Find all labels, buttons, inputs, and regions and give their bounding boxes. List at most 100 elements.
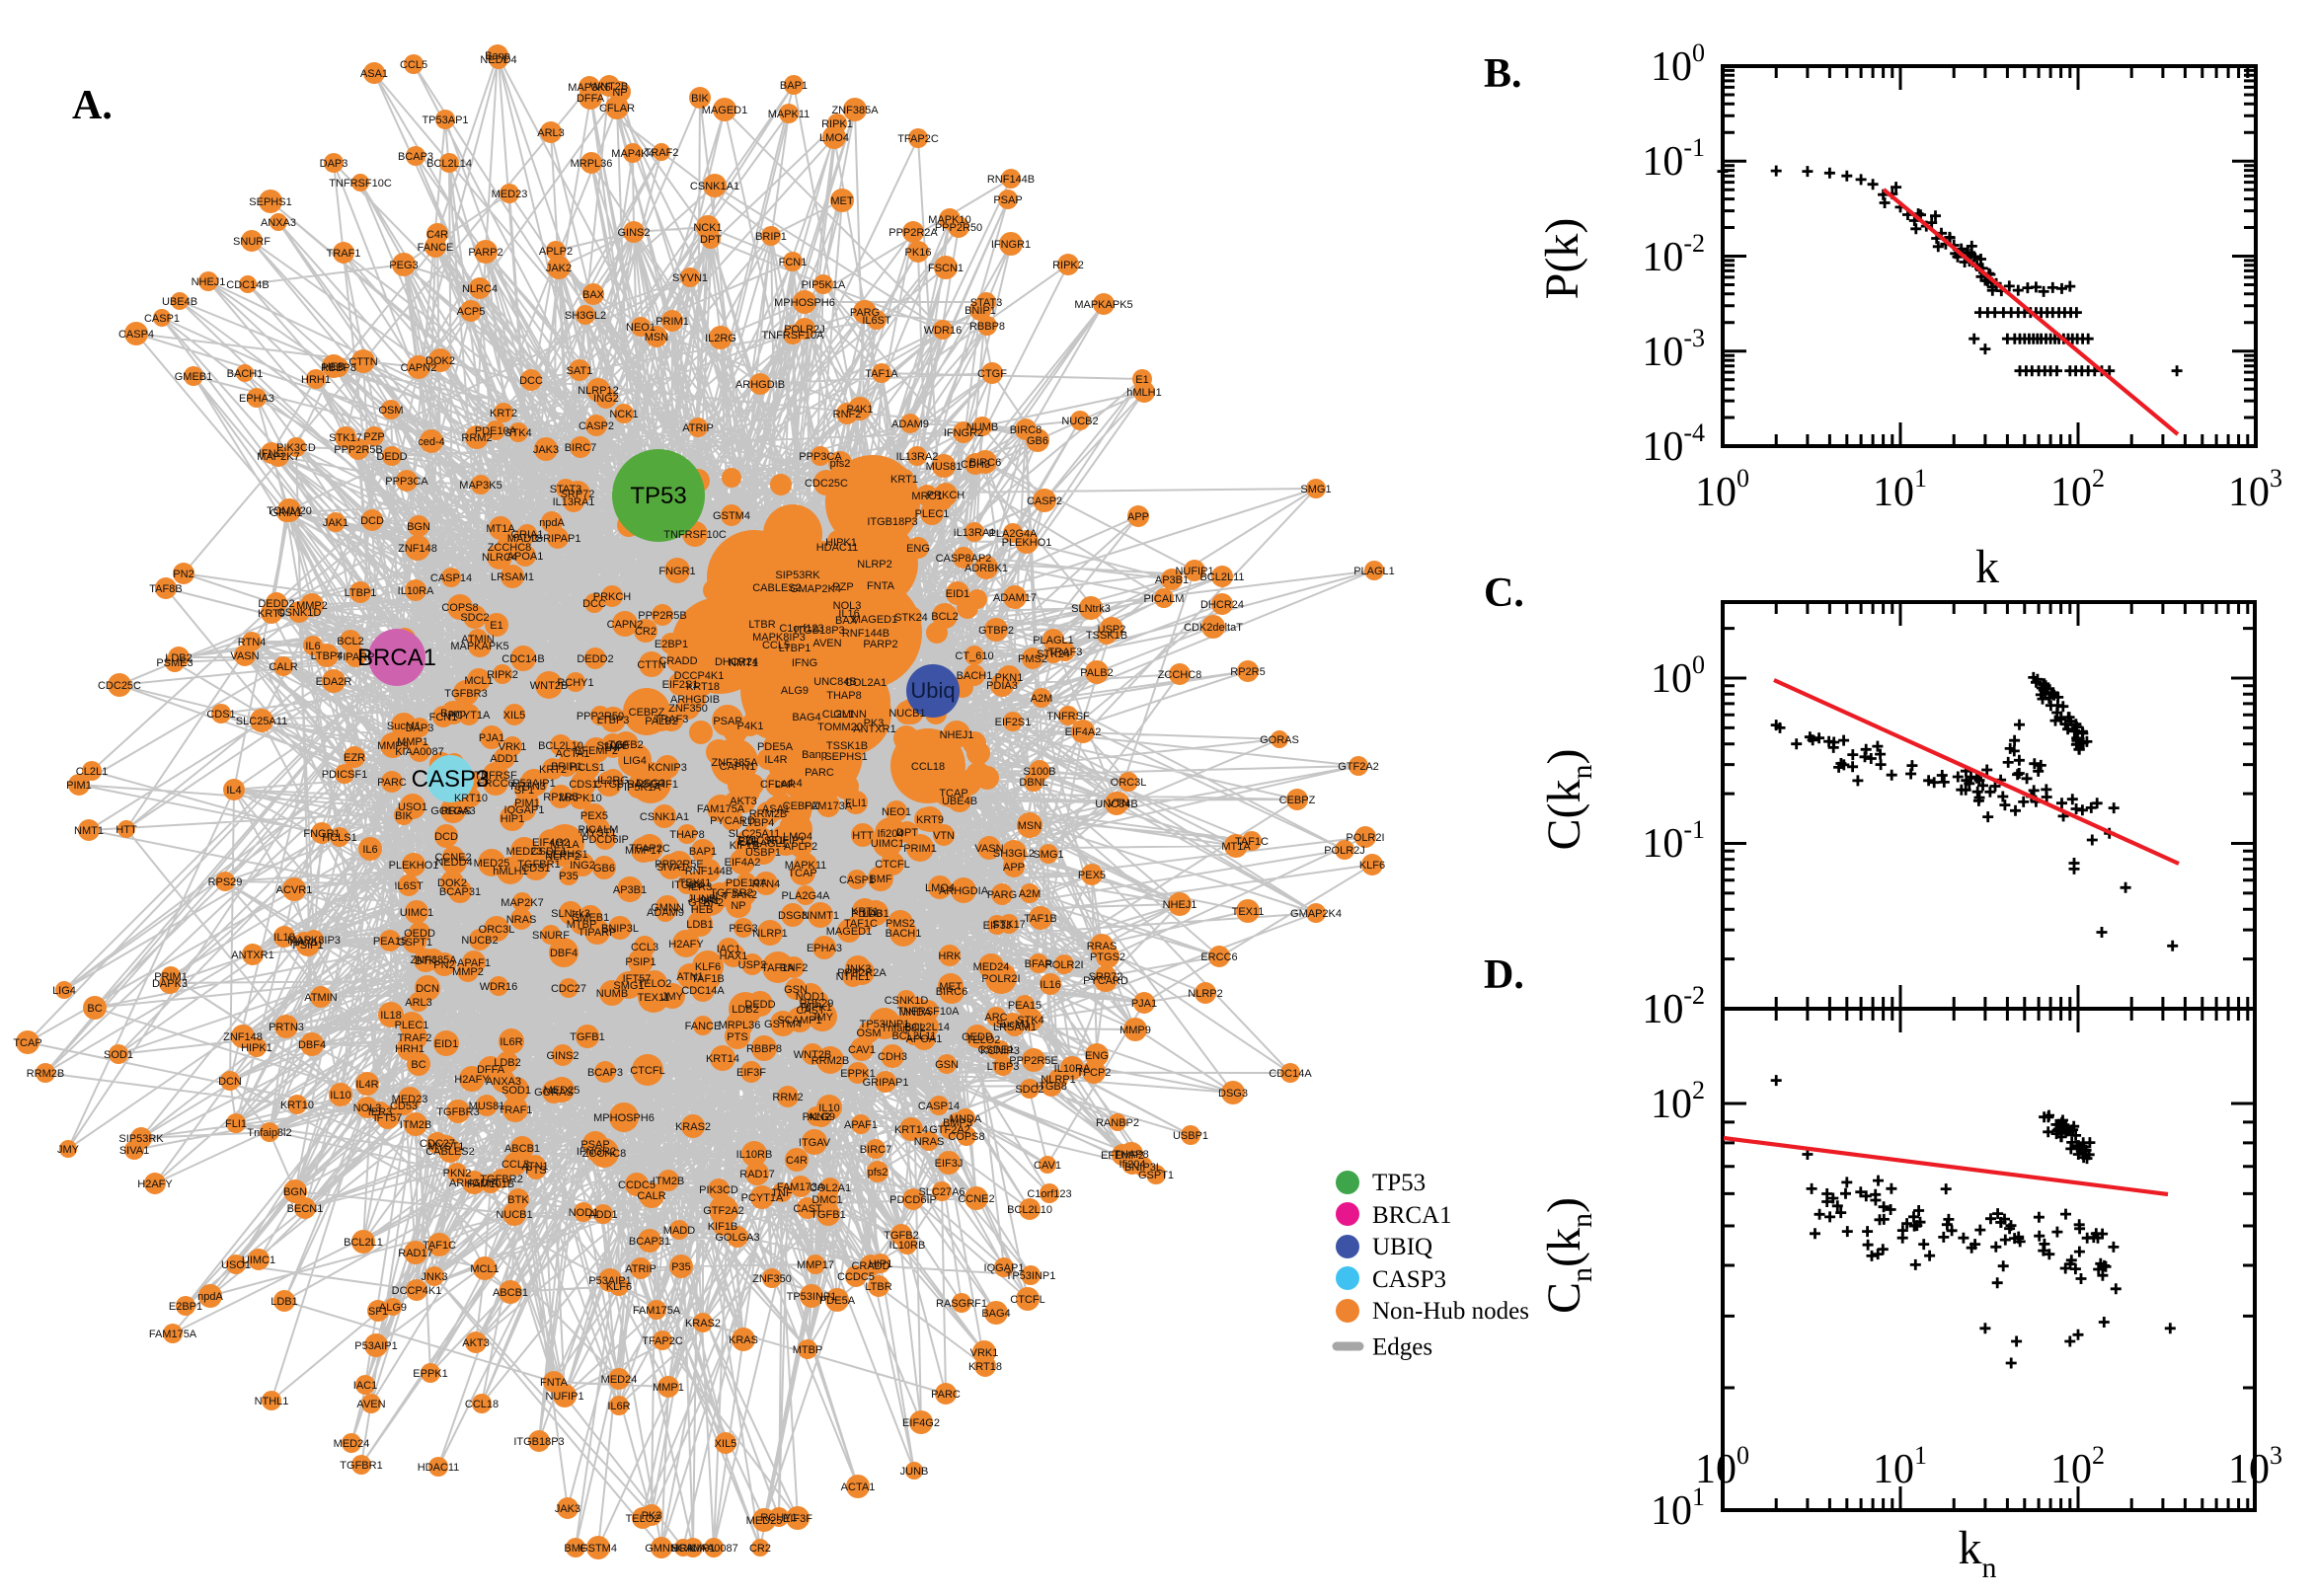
svg-text:LDB1: LDB1 (686, 919, 714, 931)
svg-text:HDAC11: HDAC11 (816, 542, 859, 554)
svg-text:STAT3: STAT3 (970, 297, 1003, 309)
svg-text:PTS: PTS (525, 1165, 546, 1177)
svg-text:JMY: JMY (57, 1144, 80, 1156)
svg-text:KRT10: KRT10 (280, 1100, 314, 1111)
svg-text:CR2: CR2 (635, 626, 656, 638)
svg-text:MTBP: MTBP (567, 919, 597, 931)
svg-text:HAX1: HAX1 (290, 937, 319, 949)
svg-text:ATRIP: ATRIP (625, 1263, 656, 1275)
svg-text:IL6ST: IL6ST (862, 315, 891, 327)
svg-text:ZNF350: ZNF350 (752, 1273, 792, 1285)
svg-text:IL16: IL16 (1040, 979, 1060, 991)
svg-text:ANXA3: ANXA3 (261, 217, 296, 229)
svg-text:BACH1: BACH1 (957, 670, 993, 682)
svg-text:UBE4B: UBE4B (162, 296, 197, 308)
svg-text:ARC: ARC (984, 1012, 1007, 1024)
svg-text:FANCE: FANCE (685, 1021, 722, 1032)
svg-text:DBF4: DBF4 (550, 948, 578, 959)
svg-text:OSM: OSM (378, 405, 403, 417)
svg-text:FLI1: FLI1 (845, 798, 867, 809)
svg-text:RANBP2: RANBP2 (1096, 1117, 1139, 1129)
svg-text:FCN1: FCN1 (429, 712, 458, 723)
svg-text:DFFA: DFFA (477, 1064, 505, 1076)
svg-text:DCCP4K1: DCCP4K1 (674, 670, 725, 682)
svg-text:EPHA3: EPHA3 (807, 943, 842, 954)
svg-text:GSTM4: GSTM4 (764, 1019, 802, 1030)
svg-text:RRM2B: RRM2B (749, 808, 788, 820)
svg-text:GTBP2: GTBP2 (688, 897, 724, 909)
svg-text:ITGB18P3: ITGB18P3 (867, 516, 917, 528)
svg-text:FNGR1: FNGR1 (658, 566, 695, 577)
svg-text:COL2A1: COL2A1 (810, 1182, 851, 1194)
svg-text:MAP3K5: MAP3K5 (568, 82, 610, 94)
svg-text:CCL5: CCL5 (400, 59, 427, 71)
svg-text:PEA15: PEA15 (373, 936, 407, 948)
svg-text:TRAF3: TRAF3 (655, 714, 689, 725)
svg-text:MADD: MADD (507, 533, 539, 545)
svg-text:BMF: BMF (869, 874, 892, 885)
svg-text:LTBR: LTBR (748, 619, 775, 631)
svg-text:LTBP1: LTBP1 (345, 587, 377, 599)
svg-text:EPPK1: EPPK1 (413, 1368, 447, 1380)
svg-text:TNFRSF10C: TNFRSF10C (329, 178, 392, 190)
svg-text:CDC14A: CDC14A (1269, 1068, 1312, 1080)
svg-text:BCAP31: BCAP31 (629, 1236, 670, 1248)
svg-text:COL2A1: COL2A1 (845, 677, 887, 689)
svg-text:CASP1: CASP1 (144, 313, 180, 325)
svg-text:JMY: JMY (811, 1012, 834, 1024)
svg-text:DBF4: DBF4 (298, 1039, 326, 1051)
svg-text:PDE10A: PDE10A (726, 877, 768, 889)
svg-text:EIF3F: EIF3F (736, 1067, 766, 1079)
svg-text:MAP4K4: MAP4K4 (611, 148, 654, 160)
svg-text:FNTA: FNTA (540, 1377, 569, 1389)
svg-text:CSNK1D: CSNK1D (277, 607, 322, 619)
svg-text:TP53INP1: TP53INP1 (860, 1019, 910, 1030)
svg-text:TEX11: TEX11 (1232, 906, 1265, 918)
svg-text:LMO4: LMO4 (925, 882, 955, 894)
svg-text:P53AIP1: P53AIP1 (588, 1275, 631, 1287)
svg-text:AKT3: AKT3 (730, 796, 757, 807)
svg-text:CDC25C: CDC25C (805, 478, 848, 490)
svg-text:PZP: PZP (363, 431, 384, 443)
svg-text:EZR: EZR (737, 836, 759, 848)
svg-text:DAP3: DAP3 (406, 722, 434, 734)
svg-text:TNFRSF: TNFRSF (474, 770, 517, 782)
svg-text:PLAGL1: PLAGL1 (746, 838, 788, 850)
svg-text:SMG1: SMG1 (1300, 484, 1331, 495)
svg-text:GRIA1: GRIA1 (270, 507, 302, 519)
svg-text:LDB1: LDB1 (270, 1296, 298, 1308)
svg-text:PLAGL1: PLAGL1 (1353, 566, 1395, 577)
svg-text:DFFA: DFFA (577, 93, 605, 105)
svg-text:NEO1: NEO1 (626, 322, 656, 334)
svg-text:PSAP: PSAP (713, 716, 741, 727)
svg-text:BNIP1: BNIP1 (965, 305, 996, 317)
svg-text:NOD1: NOD1 (569, 1207, 599, 1219)
svg-text:LTBP3: LTBP3 (987, 1061, 1020, 1073)
svg-text:BGN: BGN (283, 1186, 307, 1198)
svg-text:GOLGA3: GOLGA3 (715, 1232, 759, 1244)
svg-text:PICALM: PICALM (1144, 593, 1185, 605)
svg-text:UBIQ: UBIQ (1372, 1234, 1432, 1260)
svg-text:UIMC1: UIMC1 (871, 838, 904, 850)
svg-text:EFEMP2: EFEMP2 (1101, 1150, 1144, 1162)
svg-text:MAGED1: MAGED1 (702, 105, 747, 116)
svg-text:BECN1: BECN1 (287, 1203, 324, 1215)
svg-text:IL6: IL6 (305, 641, 320, 652)
svg-text:TNFRSF: TNFRSF (1046, 711, 1090, 722)
svg-text:GMNN: GMNN (651, 902, 684, 914)
svg-text:BNIP3L: BNIP3L (601, 923, 639, 935)
svg-text:TELO2: TELO2 (638, 978, 672, 990)
svg-text:FAM175A: FAM175A (633, 1305, 681, 1317)
svg-text:CCNE2: CCNE2 (434, 852, 471, 864)
svg-text:CSDE1: CSDE1 (978, 1044, 1015, 1056)
svg-text:Banp: Banp (802, 749, 827, 761)
svg-text:SLC25A11: SLC25A11 (729, 828, 780, 840)
svg-text:C1orf123: C1orf123 (1027, 1188, 1071, 1200)
svg-text:H2AFY: H2AFY (668, 939, 704, 950)
svg-text:PLA2G4A: PLA2G4A (989, 528, 1039, 540)
svg-text:HTT: HTT (852, 830, 874, 842)
svg-text:TEX11: TEX11 (679, 877, 712, 889)
svg-text:CL2L1: CL2L1 (822, 709, 854, 721)
svg-text:PDCD6IP: PDCD6IP (581, 834, 629, 846)
svg-text:OEDD: OEDD (404, 928, 435, 940)
